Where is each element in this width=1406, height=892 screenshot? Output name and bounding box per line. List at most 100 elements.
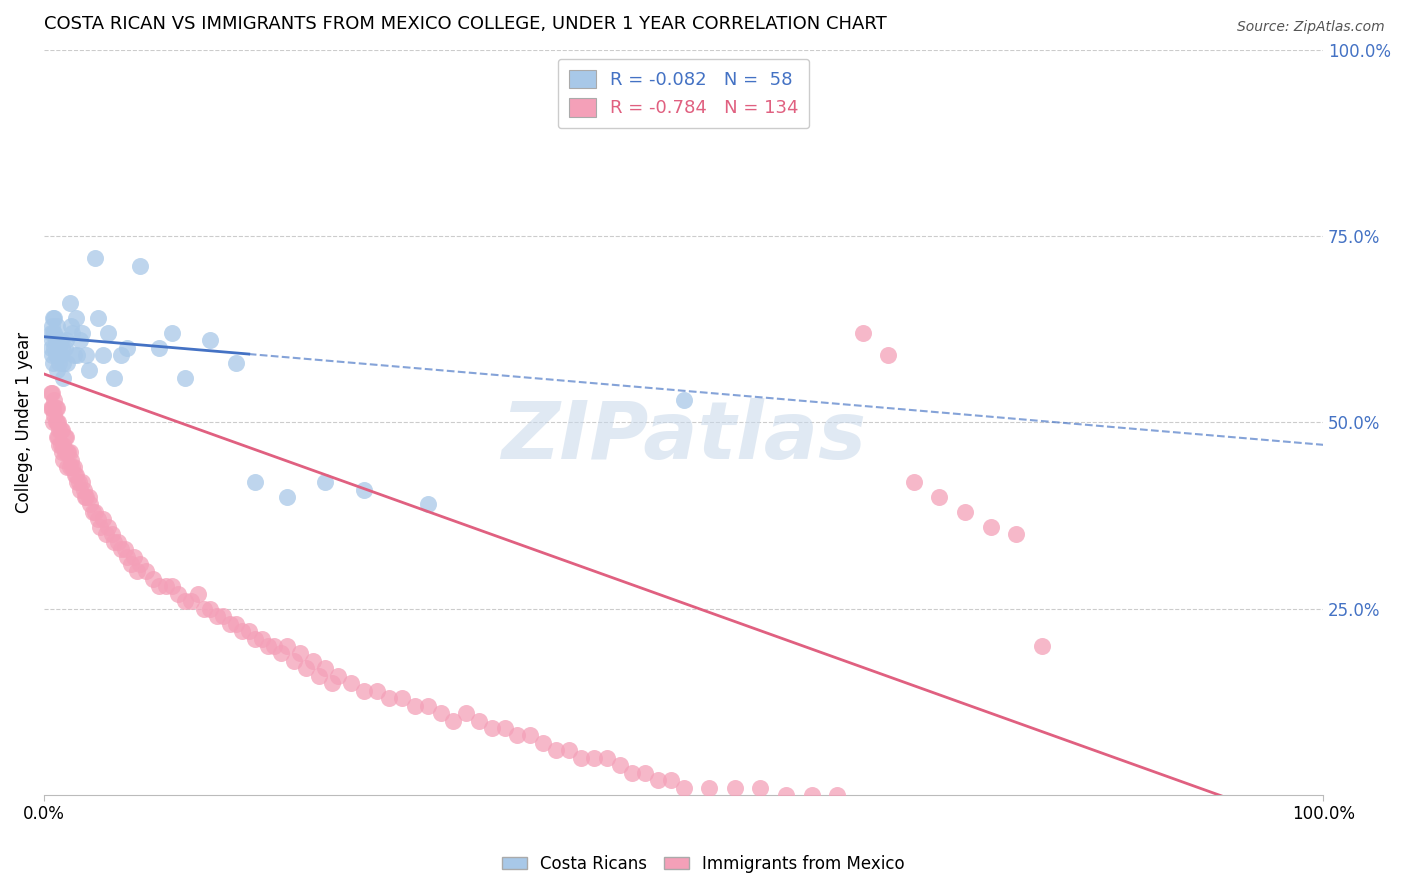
Point: [481, 721, 503, 735]
Point: [39, 385, 62, 400]
Point: [557, 743, 579, 757]
Point: [53, 445, 76, 459]
Point: [45, 348, 67, 362]
Point: [852, 326, 875, 340]
Point: [103, 534, 125, 549]
Point: [200, 601, 222, 615]
Point: [148, 579, 170, 593]
Point: [52, 438, 75, 452]
Point: [44, 393, 66, 408]
Point: [87, 512, 110, 526]
Point: [953, 505, 976, 519]
Point: [46, 348, 69, 362]
Point: [62, 348, 84, 362]
Point: [41, 385, 63, 400]
Point: [39, 401, 62, 415]
Point: [1005, 527, 1028, 541]
Point: [212, 609, 235, 624]
Point: [218, 616, 240, 631]
Point: [775, 788, 797, 802]
Point: [75, 348, 97, 362]
Point: [315, 475, 337, 489]
Point: [120, 557, 142, 571]
Point: [205, 609, 228, 624]
Point: [1031, 639, 1053, 653]
Legend: R = -0.082   N =  58, R = -0.784   N = 134: R = -0.082 N = 58, R = -0.784 N = 134: [558, 59, 810, 128]
Point: [301, 654, 323, 668]
Point: [73, 483, 96, 497]
Point: [596, 751, 619, 765]
Point: [928, 490, 950, 504]
Point: [51, 423, 73, 437]
Point: [55, 334, 77, 348]
Point: [56, 445, 79, 459]
Point: [66, 475, 89, 489]
Point: [69, 334, 91, 348]
Point: [173, 594, 195, 608]
Point: [53, 341, 76, 355]
Point: [270, 647, 292, 661]
Point: [84, 252, 107, 266]
Point: [429, 706, 451, 720]
Point: [45, 416, 67, 430]
Point: [353, 683, 375, 698]
Point: [42, 416, 65, 430]
Point: [127, 565, 149, 579]
Point: [59, 460, 82, 475]
Point: [697, 780, 720, 795]
Point: [193, 601, 215, 615]
Point: [58, 445, 80, 459]
Point: [49, 438, 72, 452]
Point: [45, 401, 67, 415]
Point: [52, 356, 75, 370]
Point: [250, 632, 273, 646]
Point: [45, 430, 67, 444]
Point: [180, 594, 202, 608]
Point: [51, 341, 73, 355]
Point: [321, 676, 343, 690]
Point: [107, 534, 129, 549]
Point: [72, 475, 94, 489]
Point: [129, 557, 152, 571]
Point: [114, 542, 136, 557]
Point: [45, 416, 67, 430]
Point: [91, 512, 114, 526]
Text: COSTA RICAN VS IMMIGRANTS FROM MEXICO COLLEGE, UNDER 1 YEAR CORRELATION CHART: COSTA RICAN VS IMMIGRANTS FROM MEXICO CO…: [44, 15, 887, 33]
Point: [94, 527, 117, 541]
Point: [276, 639, 298, 653]
Point: [583, 751, 606, 765]
Point: [72, 326, 94, 340]
Point: [73, 490, 96, 504]
Point: [62, 460, 84, 475]
Point: [56, 460, 79, 475]
Point: [59, 445, 82, 459]
Point: [52, 370, 75, 384]
Text: ZIPatlas: ZIPatlas: [501, 399, 866, 476]
Point: [66, 348, 89, 362]
Point: [84, 505, 107, 519]
Point: [52, 452, 75, 467]
Point: [53, 430, 76, 444]
Point: [148, 341, 170, 355]
Point: [65, 311, 87, 326]
Point: [41, 401, 63, 415]
Point: [129, 259, 152, 273]
Point: [46, 430, 69, 444]
Point: [724, 780, 747, 795]
Point: [378, 691, 401, 706]
Point: [441, 714, 464, 728]
Text: Source: ZipAtlas.com: Source: ZipAtlas.com: [1237, 20, 1385, 34]
Point: [101, 527, 124, 541]
Point: [44, 311, 66, 326]
Point: [295, 661, 318, 675]
Point: [60, 460, 83, 475]
Point: [46, 416, 69, 430]
Point: [117, 341, 139, 355]
Point: [97, 326, 120, 340]
Point: [44, 326, 66, 340]
Point: [45, 334, 67, 348]
Point: [77, 363, 100, 377]
Point: [609, 758, 631, 772]
Point: [77, 490, 100, 504]
Point: [49, 348, 72, 362]
